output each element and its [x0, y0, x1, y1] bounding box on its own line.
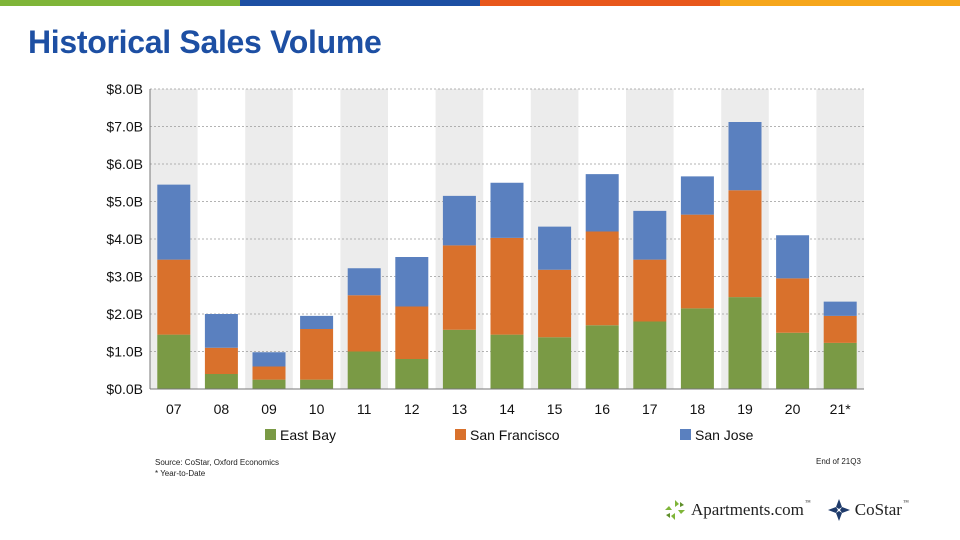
x-tick-label: 15 [547, 401, 563, 417]
bar-san-francisco [204, 347, 238, 374]
source-note: Source: CoStar, Oxford Economics * Year-… [155, 457, 279, 479]
legend-swatch [455, 429, 466, 440]
bar-east-bay [157, 334, 191, 389]
y-tick-label: $0.0B [106, 381, 143, 397]
x-tick-label: 12 [404, 401, 420, 417]
y-tick-label: $5.0B [106, 194, 143, 210]
legend-swatch [680, 429, 691, 440]
top-accent-bar [0, 0, 960, 6]
bar-east-bay [728, 297, 762, 389]
bar-san-jose [252, 352, 286, 367]
costar-logo-icon [827, 499, 850, 521]
bar-san-jose [490, 182, 524, 238]
y-tick-label: $3.0B [106, 269, 143, 285]
bar-east-bay [395, 359, 429, 389]
bar-east-bay [823, 342, 857, 389]
accent-stripe-blue [240, 0, 480, 6]
ytd-note: * Year-to-Date [155, 469, 206, 478]
bar-san-francisco [585, 231, 619, 326]
bar-san-francisco [252, 366, 286, 380]
bar-san-francisco [823, 315, 857, 343]
apartments-logo-icon [665, 500, 685, 520]
bar-san-jose [680, 176, 714, 215]
bar-san-francisco [633, 259, 667, 322]
bar-san-jose [633, 210, 667, 260]
bar-east-bay [300, 379, 334, 389]
bar-san-francisco [157, 259, 191, 335]
y-tick-label: $4.0B [106, 231, 143, 247]
x-tick-label: 10 [309, 401, 325, 417]
y-tick-label: $6.0B [106, 156, 143, 172]
accent-stripe-green [0, 0, 240, 6]
bar-san-jose [776, 235, 810, 279]
column-band [245, 89, 293, 389]
y-tick-label: $7.0B [106, 119, 143, 135]
bar-east-bay [680, 308, 714, 389]
bar-san-jose [538, 226, 572, 270]
accent-stripe-yellow [720, 0, 960, 6]
bar-san-francisco [728, 190, 762, 298]
apartments-logo-text: Apartments.com™ [691, 500, 811, 519]
x-tick-label: 16 [594, 401, 610, 417]
x-tick-label: 17 [642, 401, 658, 417]
bar-san-jose [395, 257, 429, 307]
bar-san-francisco [776, 278, 810, 333]
logo-area: Apartments.com™ CoStar™ [664, 498, 909, 522]
bar-san-francisco [395, 306, 429, 359]
bar-san-francisco [680, 214, 714, 309]
x-tick-label: 21* [830, 401, 852, 417]
bar-san-jose [204, 314, 238, 348]
x-tick-label: 08 [214, 401, 230, 417]
x-tick-label: 14 [499, 401, 515, 417]
page-title: Historical Sales Volume [28, 24, 382, 60]
legend-swatch [265, 429, 276, 440]
bar-san-francisco [538, 269, 572, 338]
x-tick-label: 09 [261, 401, 277, 417]
source-line: Source: CoStar, Oxford Economics [155, 458, 280, 467]
bar-east-bay [252, 379, 286, 389]
legend-label: East Bay [280, 427, 336, 443]
bar-east-bay [204, 374, 238, 389]
bar-san-francisco [490, 237, 524, 335]
accent-stripe-orange [480, 0, 720, 6]
legend-label: San Jose [695, 427, 754, 443]
x-tick-label: 07 [166, 401, 182, 417]
bar-san-jose [728, 122, 762, 191]
bar-san-francisco [347, 295, 381, 352]
legend-label: San Francisco [470, 427, 560, 443]
bar-east-bay [347, 351, 381, 389]
bar-san-jose [300, 315, 334, 329]
bar-east-bay [442, 329, 476, 389]
x-tick-label: 13 [452, 401, 468, 417]
bar-san-francisco [442, 245, 476, 330]
bar-san-jose [157, 184, 191, 260]
y-tick-label: $1.0B [106, 344, 143, 360]
costar-logo-text: CoStar™ [854, 500, 909, 519]
y-tick-label: $8.0B [106, 81, 143, 97]
bar-san-francisco [300, 329, 334, 380]
bar-east-bay [776, 332, 810, 389]
bar-san-jose [347, 268, 381, 296]
x-tick-label: 11 [357, 401, 372, 417]
x-tick-label: 18 [690, 401, 706, 417]
y-tick-label: $2.0B [106, 306, 143, 322]
bar-san-jose [823, 301, 857, 316]
x-tick-label: 20 [785, 401, 801, 417]
bar-east-bay [490, 334, 524, 389]
bar-san-jose [442, 195, 476, 246]
bar-san-jose [585, 174, 619, 232]
bar-east-bay [538, 337, 572, 389]
bar-east-bay [633, 321, 667, 389]
bar-east-bay [585, 325, 619, 389]
x-tick-label: 19 [737, 401, 753, 417]
period-label: End of 21Q3 [816, 457, 861, 466]
